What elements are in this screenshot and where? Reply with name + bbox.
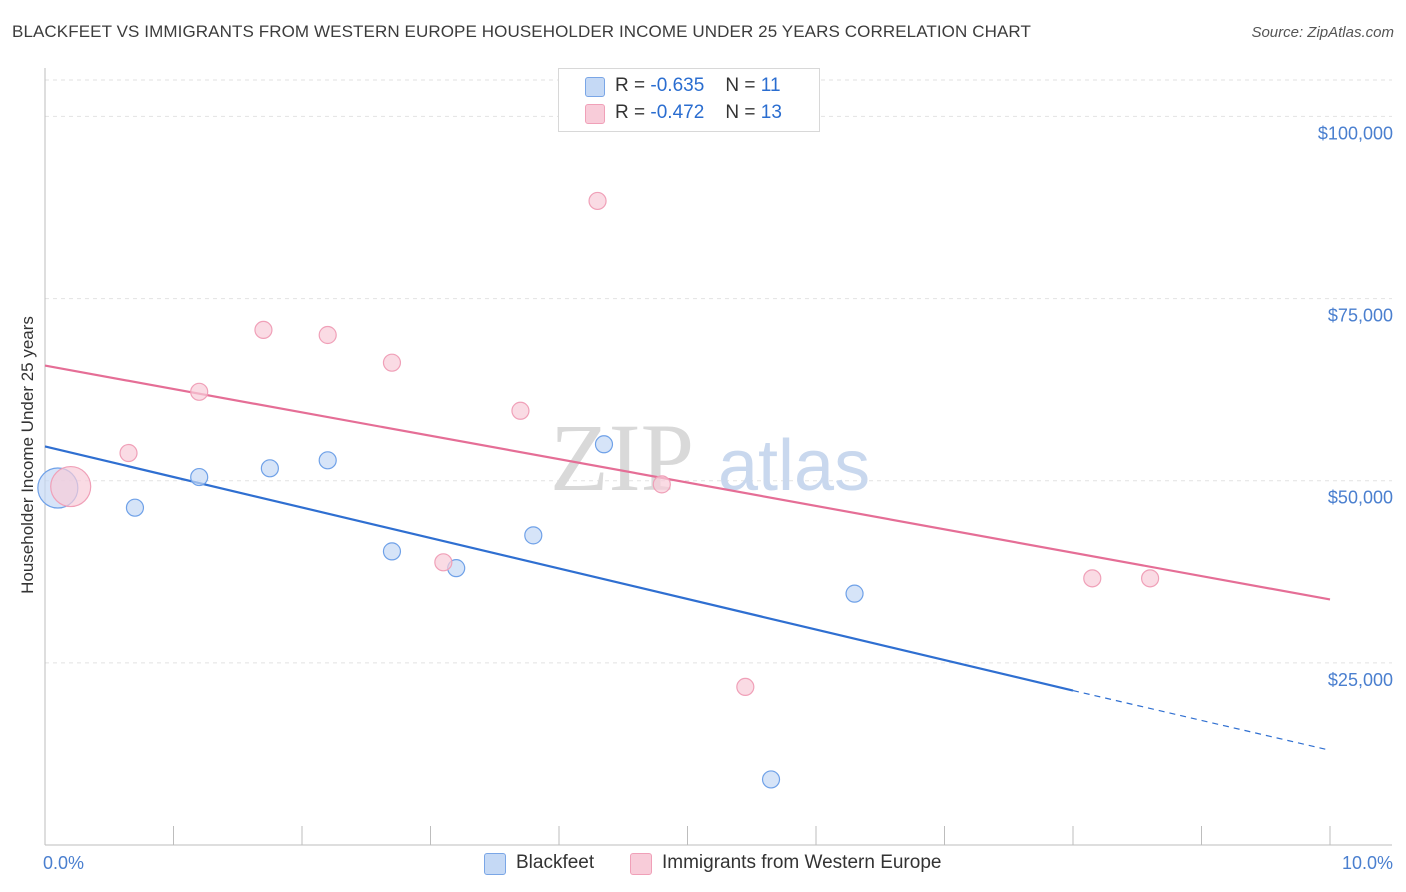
legend-n-value: 13 [760,102,782,123]
legend-r-label: R = [615,102,646,123]
legend-r-value: -0.472 [650,102,705,123]
data-point-immigrants [434,553,453,572]
data-point-blackfeet [845,584,864,603]
data-point-immigrants [588,191,607,211]
data-point-immigrants [511,401,530,420]
data-point-blackfeet [190,467,209,487]
x-tick-label-min: 0.0% [43,853,84,873]
data-point-blackfeet [260,459,279,478]
data-point-immigrants [318,325,337,345]
chart-title: BLACKFEET VS IMMIGRANTS FROM WESTERN EUR… [12,22,1031,41]
trend-line-1 [44,364,1331,601]
data-points [37,191,1160,789]
x-tick-label-max: 10.0% [1342,853,1393,873]
watermark-zip: ZIP [550,404,694,511]
source-label: Source: ZipAtlas.com [1251,24,1394,41]
data-point-immigrants [736,677,755,697]
data-point-immigrants [652,475,671,494]
y-tick-label: $75,000 [1328,306,1393,326]
grid [45,79,1392,664]
data-point-blackfeet [382,542,402,561]
y-axis-label: Householder Income Under 25 years [18,316,37,594]
axes: $25,000 $50,000 $75,000 $100,000 0.0% 10.0% [43,68,1393,873]
data-point-blackfeet [125,498,145,517]
bottom-legend-swatch-blackfeet [484,853,506,875]
legend-n-label: N = [725,102,756,123]
legend-r-label: R = [615,75,646,96]
data-point-immigrants [119,443,138,463]
bottom-legend-label-blackfeet: Blackfeet [516,852,595,873]
bottom-legend-label-immigrants: Immigrants from Western Europe [662,852,942,873]
y-tick-label: $50,000 [1328,488,1393,508]
trend-line-0 [44,445,1074,692]
data-point-immigrants [1083,569,1102,588]
correlation-legend: R = -0.635 N = 11 R = -0.472 N = 13 [558,68,820,132]
y-tick-label: $100,000 [1318,123,1393,143]
data-point-immigrants [1140,569,1160,588]
trend-line-extension-0 [1072,689,1331,751]
legend-r-value: -0.635 [650,75,705,96]
data-point-immigrants [382,353,402,372]
trend-lines [44,364,1331,751]
y-tick-label: $25,000 [1328,670,1393,690]
watermark-atlas: atlas [718,426,870,506]
legend-swatch-blackfeet [585,77,605,97]
bottom-legend-swatch-immigrants [630,853,652,875]
data-point-immigrants [190,382,209,401]
data-point-blackfeet [524,526,543,545]
legend-swatch-immigrants [585,104,605,124]
legend-n-value: 11 [760,75,781,96]
data-point-blackfeet [594,435,614,454]
data-point-blackfeet [318,451,337,470]
legend-n-label: N = [725,75,756,96]
data-point-immigrants [254,320,273,339]
data-point-blackfeet [761,770,781,789]
data-point-immigrants [50,465,92,508]
